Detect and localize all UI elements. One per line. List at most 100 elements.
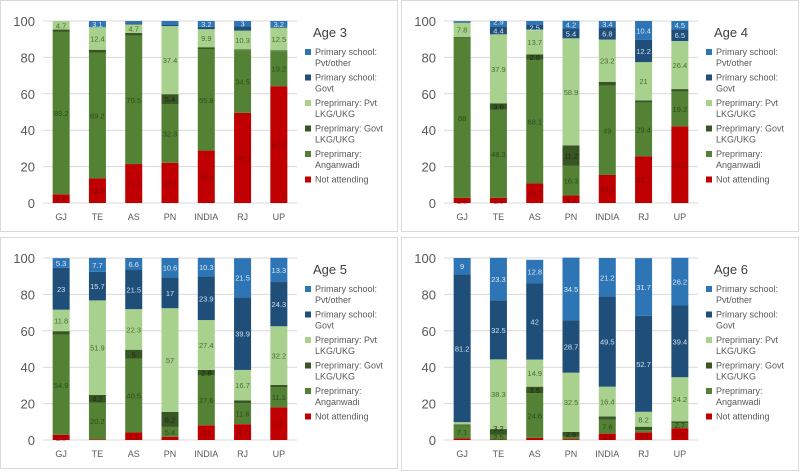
bar-segment	[197, 21, 215, 27]
data-label: 4.8	[56, 195, 66, 204]
bar-segment	[270, 257, 288, 283]
bar-segment	[52, 267, 70, 310]
bar-segment	[161, 426, 179, 437]
y-tick-label: 80	[422, 287, 436, 302]
bar-segment	[270, 387, 288, 408]
y-tick-label: 0	[28, 196, 35, 211]
x-tick-label: GJ	[456, 212, 468, 222]
bar-segment	[598, 416, 616, 420]
data-label: 64.2	[272, 141, 287, 150]
legend-label-line: Primary school:	[716, 310, 778, 320]
data-label: 3.5	[529, 386, 539, 395]
legend-label: Preprimary: Anganwadi	[716, 386, 763, 407]
bar-segment	[671, 89, 689, 92]
bar-segment	[197, 375, 215, 426]
bar-segment	[88, 257, 106, 272]
bar-segment	[671, 21, 689, 30]
data-label: 40.5	[126, 392, 141, 401]
data-label: 21.5	[126, 286, 141, 295]
bar-segment	[526, 21, 544, 26]
chart-panel-age-6: 0 20 40 60 80 100 7.1 81.2 9 GJ 2.5 3.2 38.3 32.5 23.3…	[401, 237, 799, 471]
legend-label: Primary school: Govt	[716, 73, 778, 94]
data-label: 42.1	[673, 161, 688, 170]
data-label: 4.1	[128, 432, 138, 441]
bar-segment	[598, 386, 616, 417]
legend-label: Primary school: Pvt/other	[716, 47, 778, 68]
bar-segment	[562, 257, 580, 321]
data-label: 37.9	[491, 65, 506, 74]
y-tick-label: 40	[422, 360, 436, 375]
bar-segment	[234, 26, 252, 31]
x-tick-label: INDIA	[194, 449, 218, 459]
x-tick-label: AS	[128, 212, 140, 222]
data-label: 29.4	[636, 125, 651, 134]
data-label: 14.9	[527, 369, 542, 378]
bar-segment	[635, 411, 653, 427]
bar-segment	[453, 424, 471, 426]
data-label: 21.2	[600, 273, 615, 282]
legend-swatch	[706, 100, 712, 106]
bar-segment	[88, 394, 106, 403]
bar-segment	[489, 300, 507, 360]
legend-label-line: Pvt/other	[716, 58, 752, 68]
data-label: 24.2	[673, 395, 688, 404]
y-tick-label: 100	[414, 251, 436, 266]
bar-segment	[453, 36, 471, 38]
bar-segment	[453, 258, 471, 275]
bar-segment	[526, 54, 544, 60]
legend-label-line: Govt	[315, 84, 335, 94]
legend-label-line: Preprimary: Govt	[315, 361, 384, 371]
bar-segment	[635, 432, 653, 440]
bar-segment	[453, 21, 471, 22]
legend-label-line: Not attending	[315, 175, 369, 185]
data-label: 7.8	[457, 26, 467, 35]
legend-label: Preprimary: Govt LKG/UKG	[716, 124, 785, 145]
data-label: 26.4	[673, 61, 688, 70]
legend-swatch	[305, 74, 311, 81]
bar-segment	[562, 165, 580, 196]
bar-segment	[125, 270, 143, 310]
bar-segment	[52, 331, 70, 335]
data-label: 55.8	[199, 96, 214, 105]
legend-label: Primary school: Pvt/other	[716, 284, 778, 305]
data-label: 5.4	[566, 29, 576, 38]
chart-svg: 0204060801002.8887.8GJ2.948.33.637.94.42…	[414, 14, 785, 222]
bar-segment	[526, 259, 544, 284]
legend-swatch	[706, 388, 712, 394]
bar-segment	[270, 282, 288, 327]
x-tick-label: TE	[493, 212, 505, 222]
bar-segment	[161, 21, 179, 26]
data-label: 25.7	[636, 176, 651, 185]
legend-label: Not attending	[315, 412, 369, 422]
bar-segment	[671, 377, 689, 422]
data-label: 3.1	[92, 20, 102, 29]
bar-segment	[88, 402, 106, 440]
data-label: 18	[275, 420, 283, 429]
data-label: 26.2	[673, 278, 688, 287]
legend-label-line: Primary school:	[315, 73, 377, 83]
bar-segment	[88, 52, 106, 179]
bar-segment	[125, 33, 143, 36]
y-tick-label: 0	[429, 196, 436, 211]
bar-segment	[270, 21, 288, 27]
bar-segment	[598, 81, 616, 86]
legend-label-line: LKG/UKG	[716, 372, 756, 382]
legend-swatch	[305, 176, 311, 183]
legend-label-line: Preprimary: Pvt	[315, 335, 378, 345]
bar-segment	[197, 369, 215, 376]
bar-segment	[453, 22, 471, 37]
legend-swatch	[706, 413, 712, 420]
bar-segment	[635, 426, 653, 431]
x-tick-label: PN	[164, 449, 177, 459]
bar-segment	[234, 21, 252, 27]
bar-segment	[52, 194, 70, 203]
data-label: 2.9	[493, 196, 503, 205]
bar-segment	[125, 35, 143, 165]
bar-segment	[270, 326, 288, 385]
bar-segment	[489, 434, 507, 440]
data-label: 21	[639, 77, 647, 86]
legend-label: Preprimary: Govt LKG/UKG	[716, 361, 785, 382]
y-tick-label: 60	[422, 324, 436, 339]
bar-segment	[489, 359, 507, 430]
data-label: 11.2	[564, 152, 578, 161]
